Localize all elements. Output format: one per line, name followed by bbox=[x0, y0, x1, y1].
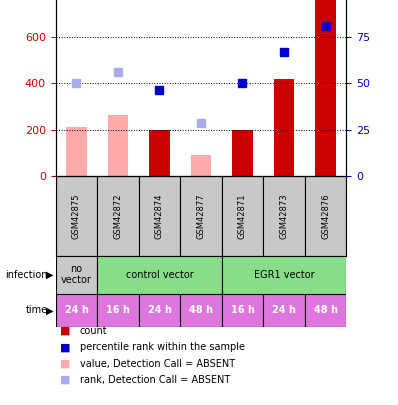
Text: percentile rank within the sample: percentile rank within the sample bbox=[80, 342, 245, 352]
Bar bbox=[56, 176, 97, 256]
Text: 24 h: 24 h bbox=[64, 305, 88, 315]
Text: 16 h: 16 h bbox=[106, 305, 130, 315]
Bar bbox=[263, 294, 305, 327]
Text: GSM42876: GSM42876 bbox=[321, 193, 330, 239]
Text: 48 h: 48 h bbox=[314, 305, 338, 315]
Text: GSM42872: GSM42872 bbox=[113, 193, 123, 239]
Text: GSM42875: GSM42875 bbox=[72, 193, 81, 239]
Bar bbox=[273, 79, 295, 176]
Bar bbox=[56, 294, 97, 327]
Bar bbox=[191, 155, 211, 176]
Bar bbox=[222, 294, 263, 327]
Text: ■: ■ bbox=[60, 375, 70, 385]
Bar bbox=[305, 176, 346, 256]
Text: 24 h: 24 h bbox=[272, 305, 296, 315]
Text: GSM42871: GSM42871 bbox=[238, 193, 247, 239]
Text: ▶: ▶ bbox=[46, 270, 54, 280]
Text: GSM42874: GSM42874 bbox=[155, 193, 164, 239]
Bar bbox=[97, 294, 139, 327]
Text: no
vector: no vector bbox=[61, 264, 92, 285]
Text: ■: ■ bbox=[60, 326, 70, 336]
Text: count: count bbox=[80, 326, 107, 336]
Bar bbox=[263, 176, 305, 256]
Text: GSM42877: GSM42877 bbox=[197, 193, 205, 239]
Text: 16 h: 16 h bbox=[230, 305, 254, 315]
Text: infection: infection bbox=[5, 270, 48, 280]
Bar bbox=[139, 176, 180, 256]
Bar bbox=[222, 176, 263, 256]
Bar bbox=[180, 294, 222, 327]
Bar bbox=[107, 115, 128, 176]
Text: 48 h: 48 h bbox=[189, 305, 213, 315]
Text: rank, Detection Call = ABSENT: rank, Detection Call = ABSENT bbox=[80, 375, 230, 385]
Bar bbox=[149, 130, 170, 176]
Bar bbox=[66, 127, 87, 176]
Bar bbox=[139, 294, 180, 327]
Bar bbox=[97, 256, 222, 294]
Bar bbox=[222, 256, 346, 294]
Bar bbox=[97, 176, 139, 256]
Text: time: time bbox=[25, 305, 48, 315]
Bar bbox=[232, 130, 253, 176]
Text: value, Detection Call = ABSENT: value, Detection Call = ABSENT bbox=[80, 358, 235, 369]
Bar bbox=[180, 176, 222, 256]
Bar bbox=[315, 0, 336, 176]
Text: control vector: control vector bbox=[126, 270, 193, 280]
Text: ▶: ▶ bbox=[46, 305, 54, 315]
Text: ■: ■ bbox=[60, 342, 70, 352]
Text: 24 h: 24 h bbox=[148, 305, 172, 315]
Text: GSM42873: GSM42873 bbox=[279, 193, 289, 239]
Text: ■: ■ bbox=[60, 358, 70, 369]
Bar bbox=[56, 256, 97, 294]
Bar bbox=[305, 294, 346, 327]
Text: EGR1 vector: EGR1 vector bbox=[254, 270, 314, 280]
